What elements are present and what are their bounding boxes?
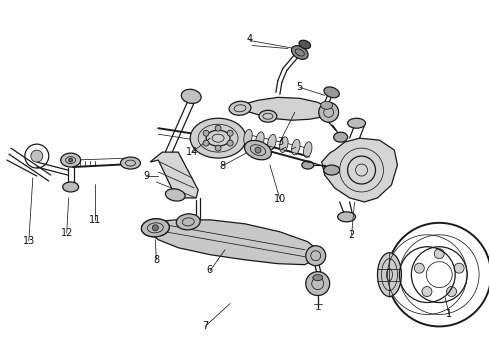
Circle shape [215,145,221,151]
Ellipse shape [324,165,340,175]
Ellipse shape [142,219,169,237]
Text: 14: 14 [186,147,198,157]
Ellipse shape [313,275,323,280]
Circle shape [454,263,464,273]
Ellipse shape [245,140,271,160]
Ellipse shape [142,219,169,237]
Polygon shape [148,220,318,265]
Circle shape [31,150,43,162]
Circle shape [318,102,339,122]
Text: 13: 13 [23,236,35,246]
Circle shape [415,263,424,273]
Ellipse shape [324,87,340,98]
Circle shape [152,225,158,231]
Ellipse shape [256,132,264,148]
Ellipse shape [259,110,277,122]
Text: 2: 2 [348,230,355,239]
Ellipse shape [61,153,81,167]
Ellipse shape [63,182,78,192]
Circle shape [227,130,233,136]
Ellipse shape [176,214,200,230]
Ellipse shape [268,134,276,150]
Ellipse shape [334,132,347,142]
Text: 9: 9 [144,171,149,181]
Ellipse shape [292,46,308,59]
Text: 1: 1 [446,310,452,319]
Circle shape [203,140,209,146]
Polygon shape [236,97,330,120]
Ellipse shape [166,189,185,201]
Circle shape [306,246,326,266]
Ellipse shape [302,161,314,169]
Ellipse shape [190,118,246,158]
Polygon shape [322,138,397,202]
Circle shape [446,287,457,297]
Text: 4: 4 [247,35,253,44]
Ellipse shape [229,101,251,115]
Circle shape [203,130,209,136]
Ellipse shape [338,212,356,222]
Ellipse shape [181,89,201,103]
Polygon shape [150,152,198,198]
Ellipse shape [303,142,312,157]
Circle shape [69,158,73,162]
Text: 11: 11 [89,215,101,225]
Circle shape [422,287,432,297]
Ellipse shape [347,118,366,128]
Text: 6: 6 [207,265,213,275]
Text: 12: 12 [61,228,73,238]
Ellipse shape [299,40,311,49]
Text: 10: 10 [274,194,286,204]
Ellipse shape [321,101,333,109]
Ellipse shape [280,137,288,153]
Circle shape [255,147,261,153]
Text: 8: 8 [153,255,159,265]
Ellipse shape [244,129,252,145]
Text: 3: 3 [277,138,283,147]
Ellipse shape [121,157,141,169]
Text: 8: 8 [220,161,225,171]
Text: 5: 5 [296,82,303,93]
Circle shape [215,125,221,131]
Ellipse shape [377,253,401,297]
Ellipse shape [292,139,300,155]
Circle shape [227,140,233,146]
Text: 7: 7 [202,321,208,331]
Circle shape [434,249,444,259]
Circle shape [306,272,330,296]
